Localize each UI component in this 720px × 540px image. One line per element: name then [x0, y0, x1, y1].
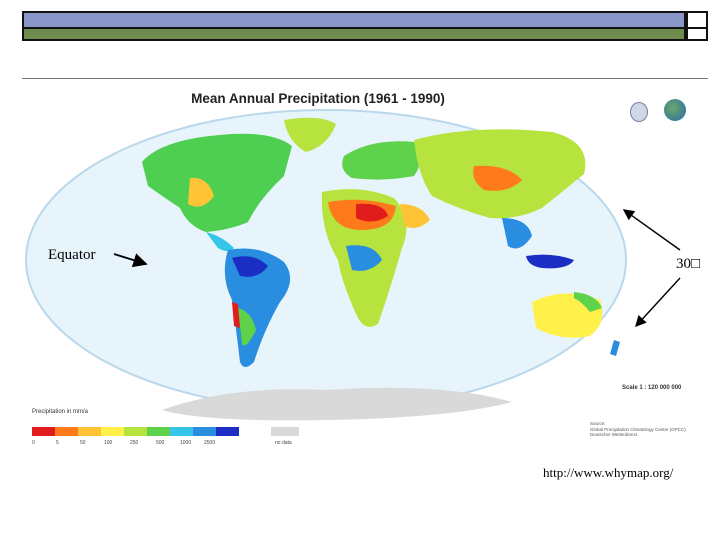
legend-tick: 0: [32, 440, 35, 446]
legend-swatch: [101, 427, 124, 436]
legend-swatch: [170, 427, 193, 436]
legend-tick: 1000: [180, 440, 192, 446]
legend-title: Precipitation in mm/a: [32, 409, 89, 415]
nodata-label: no data: [275, 440, 292, 446]
legend-swatch: [147, 427, 170, 436]
central-america: [206, 232, 234, 251]
legend-swatch: [78, 427, 101, 436]
legend-tick: 250: [130, 440, 139, 446]
degree-glyph: □: [691, 256, 701, 272]
north-america-dry: [188, 177, 214, 207]
globe-logo-icon: [664, 99, 686, 121]
gpcc-logo-icon: [630, 102, 648, 122]
legend-color-scale: [32, 427, 239, 436]
europe: [342, 141, 420, 180]
precipitation-map-panel: Mean Annual Precipitation (1961 - 1990) …: [22, 80, 708, 456]
legend-tick: 500: [156, 440, 165, 446]
map-title: Mean Annual Precipitation (1961 - 1990): [191, 91, 445, 106]
legend-ticks: 0 5 50 100 250 500 1000 2500 no data: [32, 440, 332, 450]
south-america-south: [238, 308, 256, 346]
slide-divider: [22, 78, 708, 79]
equator-label: Equator: [48, 247, 96, 263]
source-line: Source:: [590, 421, 606, 426]
new-zealand: [610, 340, 620, 356]
central-africa: [346, 245, 382, 271]
map-scale: Scale 1 : 120 000 000: [622, 385, 682, 391]
source-url[interactable]: http://www.whymap.org/: [543, 465, 674, 480]
australia-coast: [574, 292, 602, 312]
sahara-core: [356, 203, 388, 222]
legend-tick: 100: [104, 440, 113, 446]
atacama: [232, 302, 240, 328]
legend-swatch: [124, 427, 147, 436]
thirty-degree-number: 30: [676, 256, 691, 272]
thirty-degree-label: 30□: [676, 256, 700, 273]
legend-swatch: [216, 427, 239, 436]
asia-dry: [473, 165, 522, 191]
amazon: [232, 256, 268, 277]
source-line: Deutscher Wetterdienst: [590, 432, 637, 437]
south-america: [224, 248, 291, 367]
legend-swatch: [32, 427, 55, 436]
header-square-top: [686, 11, 708, 29]
header-band-top: [22, 11, 686, 29]
header-band-bottom: [22, 29, 686, 41]
north-america: [142, 133, 292, 232]
legend-tick: 50: [80, 440, 86, 446]
greenland: [284, 117, 336, 152]
world-map: [25, 109, 627, 421]
arabia: [400, 204, 430, 228]
source-line: Global Precipitation Climatology Centre …: [590, 426, 686, 432]
header-square-bottom: [686, 29, 708, 41]
legend-tick: 2500: [204, 440, 216, 446]
antarctica: [162, 387, 512, 421]
south-asia: [502, 218, 532, 249]
nodata-swatch: [271, 427, 299, 436]
legend-swatch: [193, 427, 216, 436]
legend-swatch: [55, 427, 78, 436]
slide-header-bar: [22, 11, 708, 41]
indonesia: [526, 254, 574, 269]
legend-tick: 5: [56, 440, 59, 446]
map-source: Source: Global Precipitation Climatology…: [590, 421, 710, 438]
